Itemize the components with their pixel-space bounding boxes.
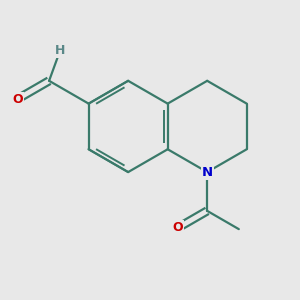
Text: O: O: [12, 93, 23, 106]
Text: H: H: [55, 44, 65, 57]
Text: O: O: [172, 221, 183, 235]
Text: N: N: [202, 166, 213, 178]
